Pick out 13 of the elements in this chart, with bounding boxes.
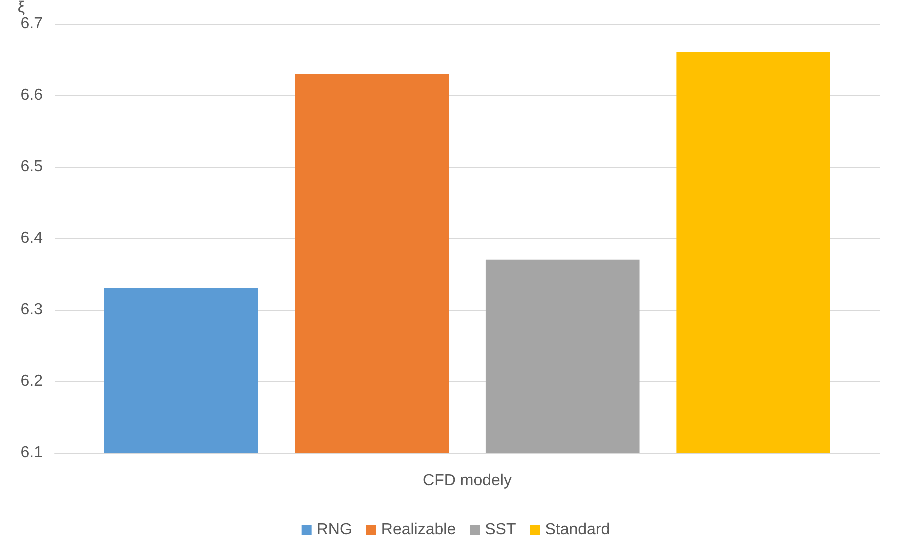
- y-tick-label: 6.7: [20, 15, 44, 32]
- y-tick-label: 6.3: [20, 301, 44, 318]
- y-tick-label: 6.6: [20, 86, 44, 104]
- legend-label: Standard: [545, 522, 610, 538]
- legend-label: SST: [485, 522, 516, 538]
- legend-label: RNG: [316, 522, 352, 538]
- y-tick-label: 6.4: [20, 230, 44, 247]
- y-tick-label: 6.5: [20, 158, 44, 176]
- y-tick-label: 6.1: [20, 444, 44, 462]
- x-tick-label: CFD modely: [423, 472, 512, 490]
- legend-label: Realizable: [381, 522, 456, 538]
- y-axis-title: ξ: [18, 0, 25, 16]
- y-tick-label: 6.2: [20, 372, 44, 390]
